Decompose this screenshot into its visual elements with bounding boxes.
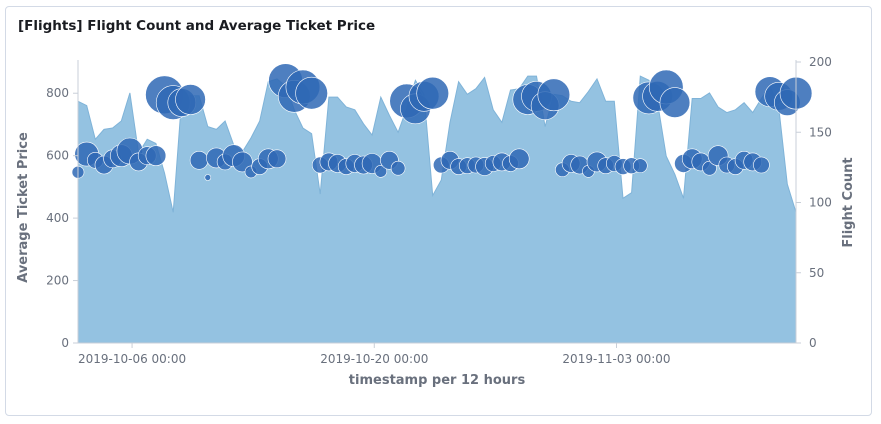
right-tick-label-50: 50 [809,266,824,280]
right-tick-label-100: 100 [809,196,832,210]
panel-title: [Flights] Flight Count and Average Ticke… [18,18,376,34]
x-axis-title: timestamp per 12 hours [349,373,526,388]
right-axis-title: Flight Count [841,157,856,247]
bubble-ticket-price-51 [508,148,530,170]
bubble-ticket-price-23 [267,149,287,169]
left-tick-label-600: 600 [46,149,69,163]
bubble-ticket-price-27 [295,76,328,110]
bubble-ticket-price-55 [537,78,571,112]
bubble-ticket-price-13 [175,84,206,115]
x-tick-label-0: 2019-10-06 00:00 [78,352,186,366]
bubble-ticket-price-69 [659,87,691,118]
bubble-ticket-price-37 [390,160,406,176]
left-tick-label-400: 400 [46,211,69,225]
right-tick-label-200: 200 [809,55,832,69]
bubble-ticket-price-79 [753,156,770,174]
left-axis-title: Average Ticket Price [16,132,31,283]
right-tick-label-0: 0 [809,336,817,350]
x-tick-label-1: 2019-10-20 00:00 [320,352,428,366]
left-tick-label-800: 800 [46,86,69,100]
bubble-ticket-price-65 [632,158,648,173]
right-tick-label-150: 150 [809,125,832,139]
bubble-ticket-price-9 [145,145,167,166]
area-flight-count [78,76,796,343]
left-tick-label-0: 0 [61,336,69,350]
bubble-ticket-price-14 [189,151,209,170]
x-tick-label-2: 2019-11-03 00:00 [562,352,670,366]
bubble-ticket-price-15 [204,174,212,181]
bubble-ticket-price-35 [374,165,388,178]
left-tick-label-200: 200 [46,274,69,288]
bubble-ticket-price-41 [416,76,450,110]
